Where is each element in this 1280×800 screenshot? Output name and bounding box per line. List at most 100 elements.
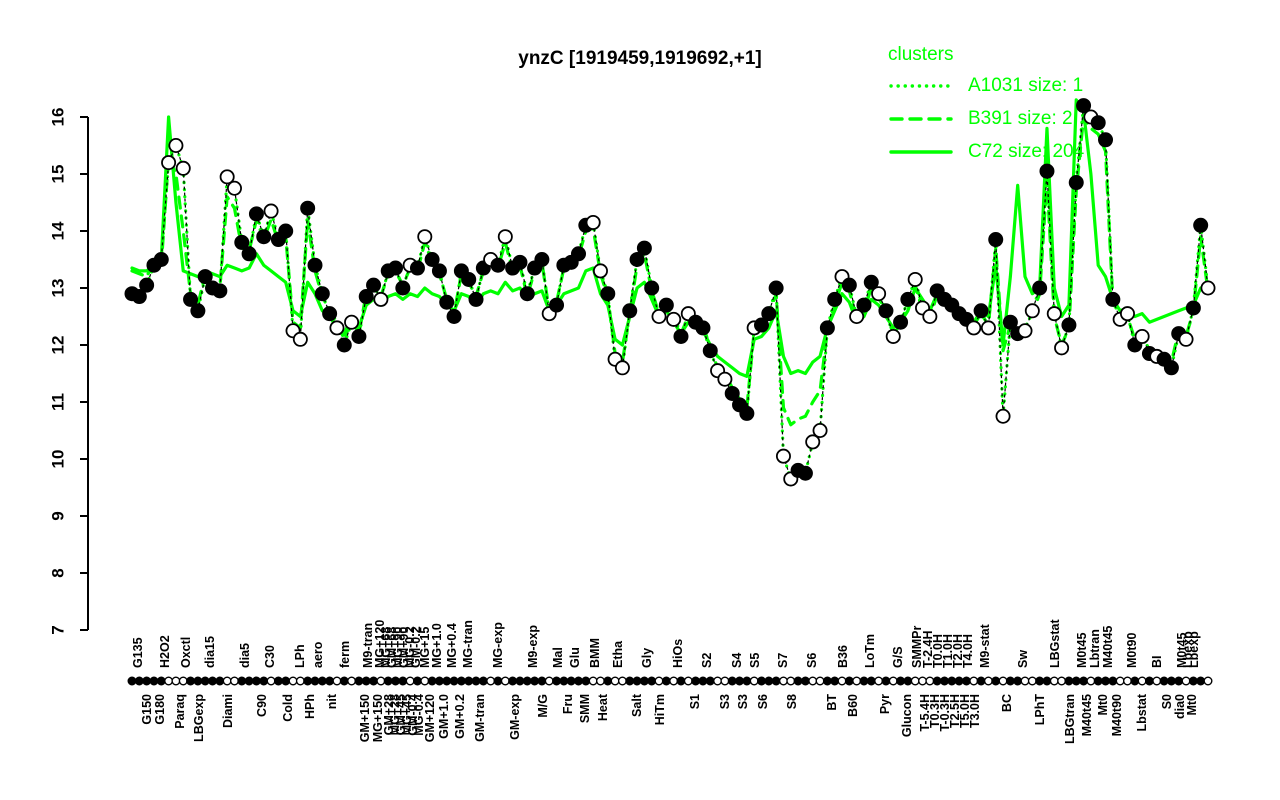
svg-text:C90: C90 bbox=[255, 694, 269, 717]
svg-text:Diami: Diami bbox=[221, 694, 235, 728]
svg-text:Pyr: Pyr bbox=[878, 694, 892, 714]
svg-text:H2O2: H2O2 bbox=[158, 635, 172, 668]
sample-points bbox=[124, 98, 1216, 487]
svg-text:aero: aero bbox=[311, 641, 325, 668]
svg-text:Etha: Etha bbox=[611, 640, 625, 668]
svg-text:dia15: dia15 bbox=[203, 636, 217, 668]
svg-text:14: 14 bbox=[49, 221, 68, 240]
svg-text:B60: B60 bbox=[846, 694, 860, 717]
svg-text:MG-exp: MG-exp bbox=[491, 622, 505, 668]
svg-text:dia0: dia0 bbox=[1173, 694, 1187, 719]
dashed-line-sample-icon bbox=[889, 116, 953, 121]
svg-text:MG-0.4: MG-0.4 bbox=[412, 694, 426, 736]
svg-text:MG+150: MG+150 bbox=[371, 694, 385, 742]
svg-text:T-2.4H: T-2.4H bbox=[921, 630, 935, 668]
svg-text:nit: nit bbox=[325, 693, 339, 709]
svg-text:Cold: Cold bbox=[281, 694, 295, 722]
svg-text:GM+90: GM+90 bbox=[397, 627, 411, 668]
svg-text:MG+28: MG+28 bbox=[388, 694, 402, 735]
svg-text:Lbexp: Lbexp bbox=[1187, 631, 1201, 668]
svg-text:MG+45: MG+45 bbox=[400, 694, 414, 735]
svg-text:GM+0.2: GM+0.2 bbox=[453, 694, 467, 739]
svg-text:dia5: dia5 bbox=[238, 643, 252, 668]
svg-text:13: 13 bbox=[49, 279, 68, 298]
svg-text:T2.0H: T2.0H bbox=[951, 634, 965, 668]
svg-text:LBGtran: LBGtran bbox=[1063, 694, 1077, 744]
svg-text:LPhT: LPhT bbox=[1033, 694, 1047, 726]
svg-text:T-5.4H: T-5.4H bbox=[918, 694, 932, 732]
svg-text:7: 7 bbox=[49, 625, 68, 634]
legend-title: clusters bbox=[888, 44, 954, 65]
svg-text:MG+0.4: MG+0.4 bbox=[445, 623, 459, 668]
svg-text:Gly: Gly bbox=[640, 648, 654, 668]
solid-line-sample-icon bbox=[889, 149, 953, 154]
svg-text:T2.5H: T2.5H bbox=[948, 694, 962, 728]
svg-text:M9-tran: M9-tran bbox=[361, 623, 375, 668]
svg-text:S4: S4 bbox=[730, 653, 744, 668]
svg-text:ferm: ferm bbox=[338, 641, 352, 668]
legend-entry-label: A1031 size: 1 bbox=[968, 74, 1084, 96]
svg-text:GM+28: GM+28 bbox=[382, 694, 396, 735]
svg-text:BMM: BMM bbox=[588, 638, 602, 668]
svg-text:M0t45: M0t45 bbox=[1075, 633, 1089, 668]
svg-text:12: 12 bbox=[49, 336, 68, 355]
svg-text:B36: B36 bbox=[836, 645, 850, 668]
legend-entry-b391: B391 size: 2 bbox=[888, 102, 1084, 135]
svg-text:Glu: Glu bbox=[568, 647, 582, 668]
svg-text:SMM: SMM bbox=[578, 694, 592, 723]
svg-text:Lbstat: Lbstat bbox=[1135, 693, 1149, 731]
svg-text:8: 8 bbox=[49, 568, 68, 577]
svg-text:11: 11 bbox=[49, 393, 68, 411]
svg-text:BT: BT bbox=[825, 694, 839, 711]
svg-text:GM+120: GM+120 bbox=[423, 694, 437, 742]
svg-text:C30: C30 bbox=[263, 645, 277, 668]
svg-text:15: 15 bbox=[49, 165, 68, 184]
svg-text:MG+120: MG+120 bbox=[373, 620, 387, 668]
svg-text:GM+45: GM+45 bbox=[394, 694, 408, 735]
svg-text:GM-0.2: GM-0.2 bbox=[409, 626, 423, 668]
svg-text:GM+1.0: GM+1.0 bbox=[437, 694, 451, 739]
svg-text:S5: S5 bbox=[748, 653, 762, 668]
dotted-line-sample-icon bbox=[889, 83, 953, 88]
svg-text:LPh: LPh bbox=[293, 644, 307, 668]
svg-text:S2: S2 bbox=[700, 653, 714, 668]
svg-text:HiOs: HiOs bbox=[671, 639, 685, 668]
svg-text:16: 16 bbox=[49, 108, 68, 127]
legend-entry-c72: C72 size: 204 bbox=[888, 135, 1084, 168]
svg-text:LoTm: LoTm bbox=[863, 634, 877, 668]
svg-text:T3.0H: T3.0H bbox=[968, 694, 982, 728]
svg-text:T4.0H: T4.0H bbox=[961, 634, 975, 668]
svg-text:Oxctl: Oxctl bbox=[179, 637, 193, 668]
svg-text:Paraq: Paraq bbox=[173, 694, 187, 729]
y-axis: 7 8 9 10 11 12 13 14 15 16 bbox=[49, 108, 89, 635]
svg-text:SMMPr: SMMPr bbox=[910, 626, 924, 669]
sample-connector-line bbox=[131, 103, 1209, 481]
svg-text:S1: S1 bbox=[688, 694, 702, 709]
svg-text:BC: BC bbox=[1000, 694, 1014, 712]
svg-text:M40t90: M40t90 bbox=[1110, 694, 1124, 736]
svg-text:Mt0: Mt0 bbox=[1096, 694, 1110, 716]
svg-text:Heat: Heat bbox=[596, 693, 610, 721]
svg-text:GM+150: GM+150 bbox=[358, 694, 372, 742]
svg-text:Sw: Sw bbox=[1016, 650, 1030, 668]
legend-entry-a1031: A1031 size: 1 bbox=[888, 69, 1084, 102]
svg-text:S7: S7 bbox=[776, 653, 790, 668]
axis-rug-points bbox=[127, 676, 1213, 686]
svg-text:S8: S8 bbox=[785, 694, 799, 709]
svg-text:BI: BI bbox=[1150, 656, 1164, 669]
svg-text:M9-stat: M9-stat bbox=[978, 623, 992, 668]
svg-text:T0.0H: T0.0H bbox=[931, 634, 945, 668]
svg-text:Lbexp: Lbexp bbox=[1181, 631, 1195, 668]
svg-text:HiTm: HiTm bbox=[653, 694, 667, 725]
svg-text:M0t45: M0t45 bbox=[1175, 633, 1189, 668]
svg-text:M40t45: M40t45 bbox=[1101, 626, 1115, 668]
svg-text:Lbtran: Lbtran bbox=[1088, 629, 1102, 668]
legend: clusters A1031 size: 1 B391 size: 2 C72 … bbox=[888, 44, 1084, 168]
svg-text:MG+1.0: MG+1.0 bbox=[430, 623, 444, 668]
svg-text:GM-0.4: GM-0.4 bbox=[406, 694, 420, 736]
svg-text:G/S: G/S bbox=[891, 646, 905, 668]
svg-text:10: 10 bbox=[49, 450, 68, 469]
svg-text:MG-tran: MG-tran bbox=[461, 620, 475, 668]
